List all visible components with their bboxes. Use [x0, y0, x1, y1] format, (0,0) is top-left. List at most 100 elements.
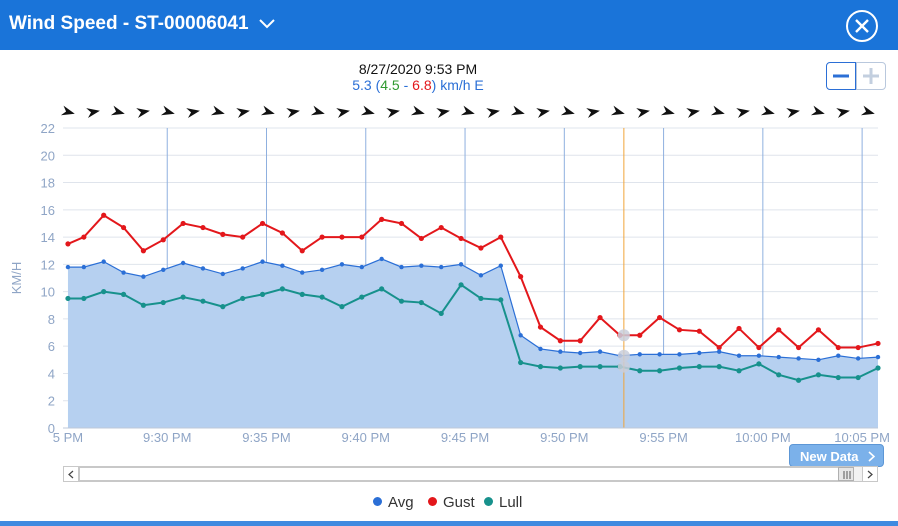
point-avg-32[interactable]: [697, 350, 702, 356]
point-avg-5[interactable]: [161, 267, 166, 273]
point-gust-19[interactable]: [438, 224, 444, 231]
point-gust-3[interactable]: [120, 224, 127, 231]
point-avg-18[interactable]: [419, 263, 424, 268]
point-avg-23[interactable]: [518, 333, 523, 338]
point-avg-37[interactable]: [796, 356, 801, 361]
point-lull-12[interactable]: [299, 291, 305, 297]
point-gust-16[interactable]: [379, 216, 385, 222]
point-gust-13[interactable]: [319, 234, 325, 240]
scrollbar-grip[interactable]: [838, 467, 854, 481]
point-avg-27[interactable]: [597, 349, 603, 354]
point-avg-39[interactable]: [836, 353, 841, 358]
point-lull-14[interactable]: [339, 304, 345, 310]
point-gust-33[interactable]: [716, 344, 722, 351]
point-avg-31[interactable]: [677, 352, 682, 357]
point-gust-10[interactable]: [259, 220, 266, 227]
point-lull-1[interactable]: [81, 295, 87, 302]
point-avg-21[interactable]: [478, 273, 484, 278]
point-avg-1[interactable]: [81, 264, 87, 270]
scrollbar-thumb[interactable]: [79, 467, 846, 481]
point-gust-36[interactable]: [776, 327, 782, 333]
point-lull-40[interactable]: [855, 374, 861, 381]
point-gust-26[interactable]: [577, 338, 583, 344]
point-lull-4[interactable]: [140, 302, 147, 308]
point-lull-24[interactable]: [537, 364, 544, 370]
point-lull-19[interactable]: [438, 310, 444, 317]
point-gust-40[interactable]: [855, 344, 861, 351]
point-gust-35[interactable]: [756, 344, 762, 351]
point-avg-20[interactable]: [458, 262, 464, 267]
point-lull-9[interactable]: [240, 295, 246, 302]
point-avg-12[interactable]: [300, 270, 305, 275]
point-avg-36[interactable]: [776, 354, 781, 360]
series-line-gust[interactable]: [67, 213, 879, 349]
point-lull-5[interactable]: [160, 299, 166, 306]
wind-speed-chart[interactable]: 0 2 4 6 8 10 12 14 16 18 20 22 KM/H 5 PM 9:30 PM 9:35 P…: [0, 100, 898, 445]
point-lull-10[interactable]: [259, 291, 266, 297]
point-gust-38[interactable]: [815, 327, 822, 333]
point-avg-11[interactable]: [280, 263, 285, 268]
close-button[interactable]: [846, 10, 878, 42]
point-gust-8[interactable]: [220, 231, 226, 237]
point-gust-22[interactable]: [498, 234, 504, 240]
point-lull-22[interactable]: [498, 297, 504, 303]
point-avg-7[interactable]: [200, 266, 206, 271]
point-avg-13[interactable]: [319, 267, 325, 273]
point-gust-23[interactable]: [518, 274, 524, 280]
point-gust-37[interactable]: [795, 344, 802, 351]
point-lull-8[interactable]: [220, 304, 226, 310]
point-lull-6[interactable]: [180, 294, 186, 300]
point-gust-6[interactable]: [180, 220, 186, 227]
point-avg-25[interactable]: [558, 349, 563, 354]
point-gust-29[interactable]: [637, 332, 643, 338]
point-avg-17[interactable]: [399, 264, 404, 270]
point-lull-34[interactable]: [736, 368, 742, 374]
point-gust-31[interactable]: [676, 327, 683, 333]
point-lull-13[interactable]: [319, 294, 325, 300]
point-lull-20[interactable]: [458, 282, 464, 288]
point-gust-15[interactable]: [359, 234, 365, 240]
point-lull-39[interactable]: [835, 374, 841, 381]
point-lull-16[interactable]: [379, 286, 385, 292]
series-line-lull[interactable]: [67, 283, 879, 382]
point-gust-14[interactable]: [339, 234, 345, 240]
point-avg-2[interactable]: [101, 259, 106, 264]
point-lull-23[interactable]: [518, 359, 524, 366]
point-gust-4[interactable]: [140, 248, 147, 254]
point-lull-35[interactable]: [756, 361, 762, 367]
zoom-out-button[interactable]: [826, 62, 856, 90]
point-gust-20[interactable]: [458, 235, 464, 242]
point-gust-39[interactable]: [835, 344, 841, 351]
point-avg-24[interactable]: [538, 346, 543, 352]
chevron-down-icon[interactable]: [258, 17, 276, 31]
point-avg-33[interactable]: [716, 349, 722, 354]
point-gust-2[interactable]: [101, 212, 107, 218]
point-lull-38[interactable]: [815, 372, 822, 378]
point-lull-25[interactable]: [557, 365, 563, 371]
point-avg-19[interactable]: [439, 264, 444, 270]
point-lull-41[interactable]: [875, 365, 881, 371]
point-avg-30[interactable]: [657, 352, 662, 357]
point-lull-32[interactable]: [696, 364, 702, 370]
point-lull-27[interactable]: [597, 364, 603, 370]
point-gust-18[interactable]: [418, 235, 424, 242]
point-gust-7[interactable]: [200, 224, 206, 231]
point-lull-17[interactable]: [398, 298, 405, 304]
point-avg-15[interactable]: [359, 264, 365, 270]
new-data-button[interactable]: New Data: [789, 444, 884, 467]
zoom-in-button[interactable]: [856, 62, 886, 90]
point-avg-16[interactable]: [379, 256, 384, 262]
point-gust-24[interactable]: [537, 324, 544, 330]
point-lull-21[interactable]: [478, 295, 484, 302]
point-avg-8[interactable]: [220, 271, 226, 277]
point-gust-11[interactable]: [279, 230, 285, 236]
point-avg-26[interactable]: [577, 350, 583, 356]
point-avg-35[interactable]: [756, 353, 762, 358]
point-avg-10[interactable]: [260, 259, 265, 264]
point-avg-34[interactable]: [736, 353, 742, 358]
point-gust-12[interactable]: [299, 248, 305, 254]
point-avg-29[interactable]: [637, 352, 642, 357]
point-gust-21[interactable]: [478, 245, 484, 251]
scroll-right-button[interactable]: [862, 466, 878, 482]
series-line-avg[interactable]: [67, 258, 879, 361]
